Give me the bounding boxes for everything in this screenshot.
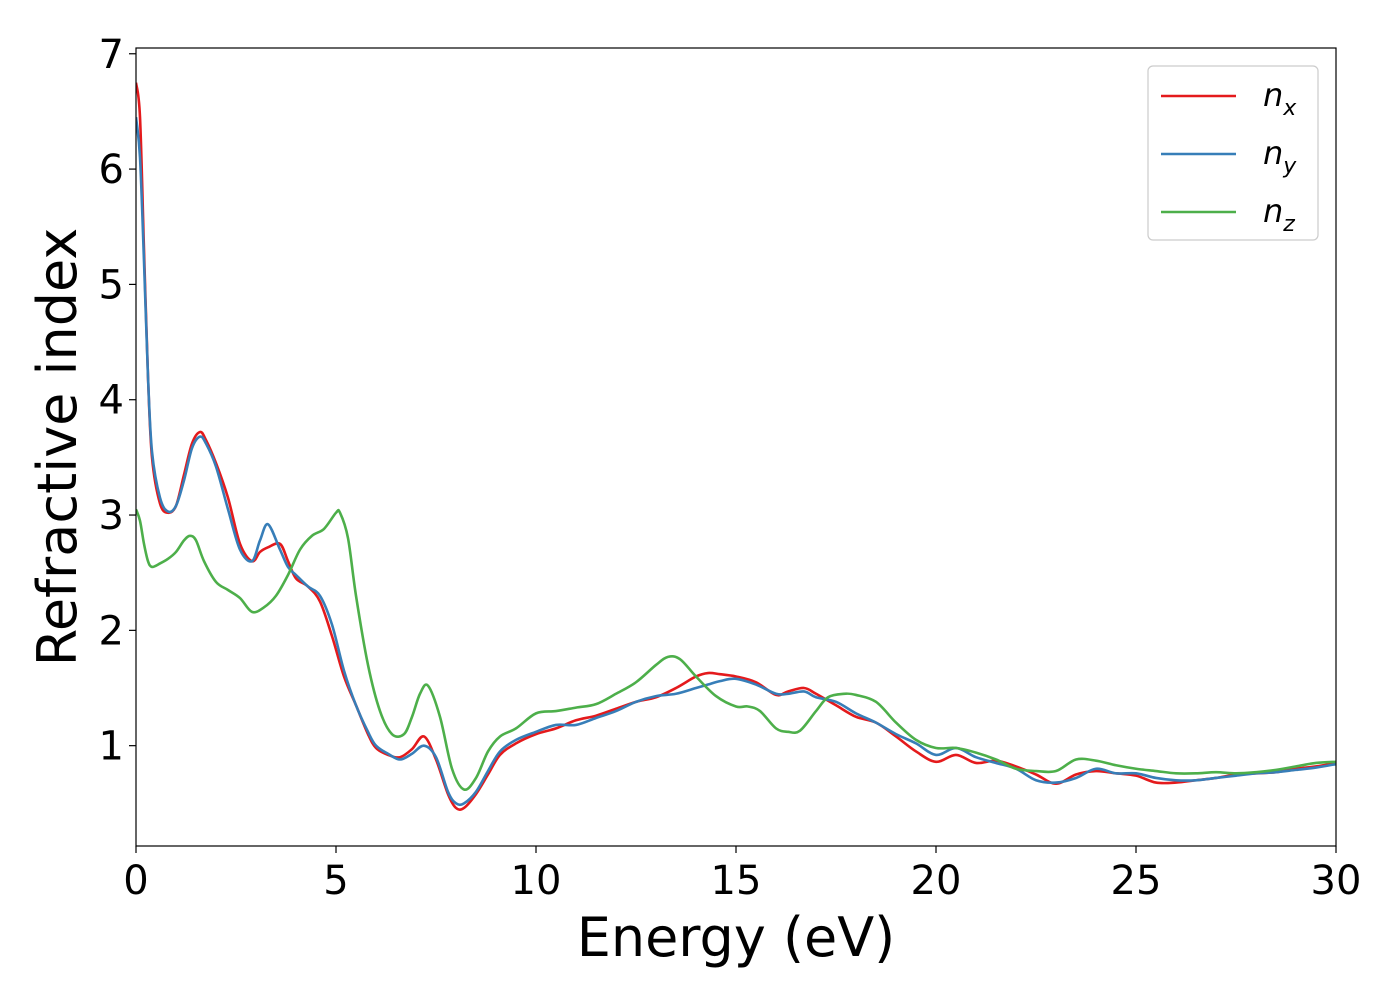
y-tick-label: 4 [99, 378, 124, 424]
legend-label-ny: ny [1263, 134, 1297, 179]
legend: nx ny nz [1147, 65, 1319, 241]
y-tick-label: 7 [99, 32, 124, 78]
x-tick-label: 25 [1111, 858, 1162, 904]
y-axis-ticks: 1 2 3 4 5 6 7 [99, 32, 136, 770]
y-axis-title: Refractive index [26, 228, 89, 667]
y-tick-label: 6 [99, 147, 124, 193]
x-tick-label: 5 [323, 858, 348, 904]
y-tick-label: 5 [99, 262, 124, 308]
legend-label-nz: nz [1263, 192, 1295, 237]
y-tick-label: 1 [99, 724, 124, 770]
y-tick-label: 3 [99, 493, 124, 539]
x-axis-title: Energy (eV) [577, 906, 896, 969]
x-tick-label: 15 [711, 858, 762, 904]
y-tick-label: 2 [99, 608, 124, 654]
series-layer [136, 82, 1336, 811]
x-tick-label: 10 [511, 858, 562, 904]
series-line-nz [136, 508, 1336, 791]
x-tick-label: 20 [911, 858, 962, 904]
x-axis-ticks: 0 5 10 15 20 25 30 [123, 846, 1361, 904]
series-line-ny [136, 117, 1336, 807]
x-tick-label: 30 [1311, 858, 1362, 904]
legend-label-nx: nx [1263, 76, 1297, 121]
plot-background [136, 48, 1336, 846]
x-tick-label: 0 [123, 858, 148, 904]
